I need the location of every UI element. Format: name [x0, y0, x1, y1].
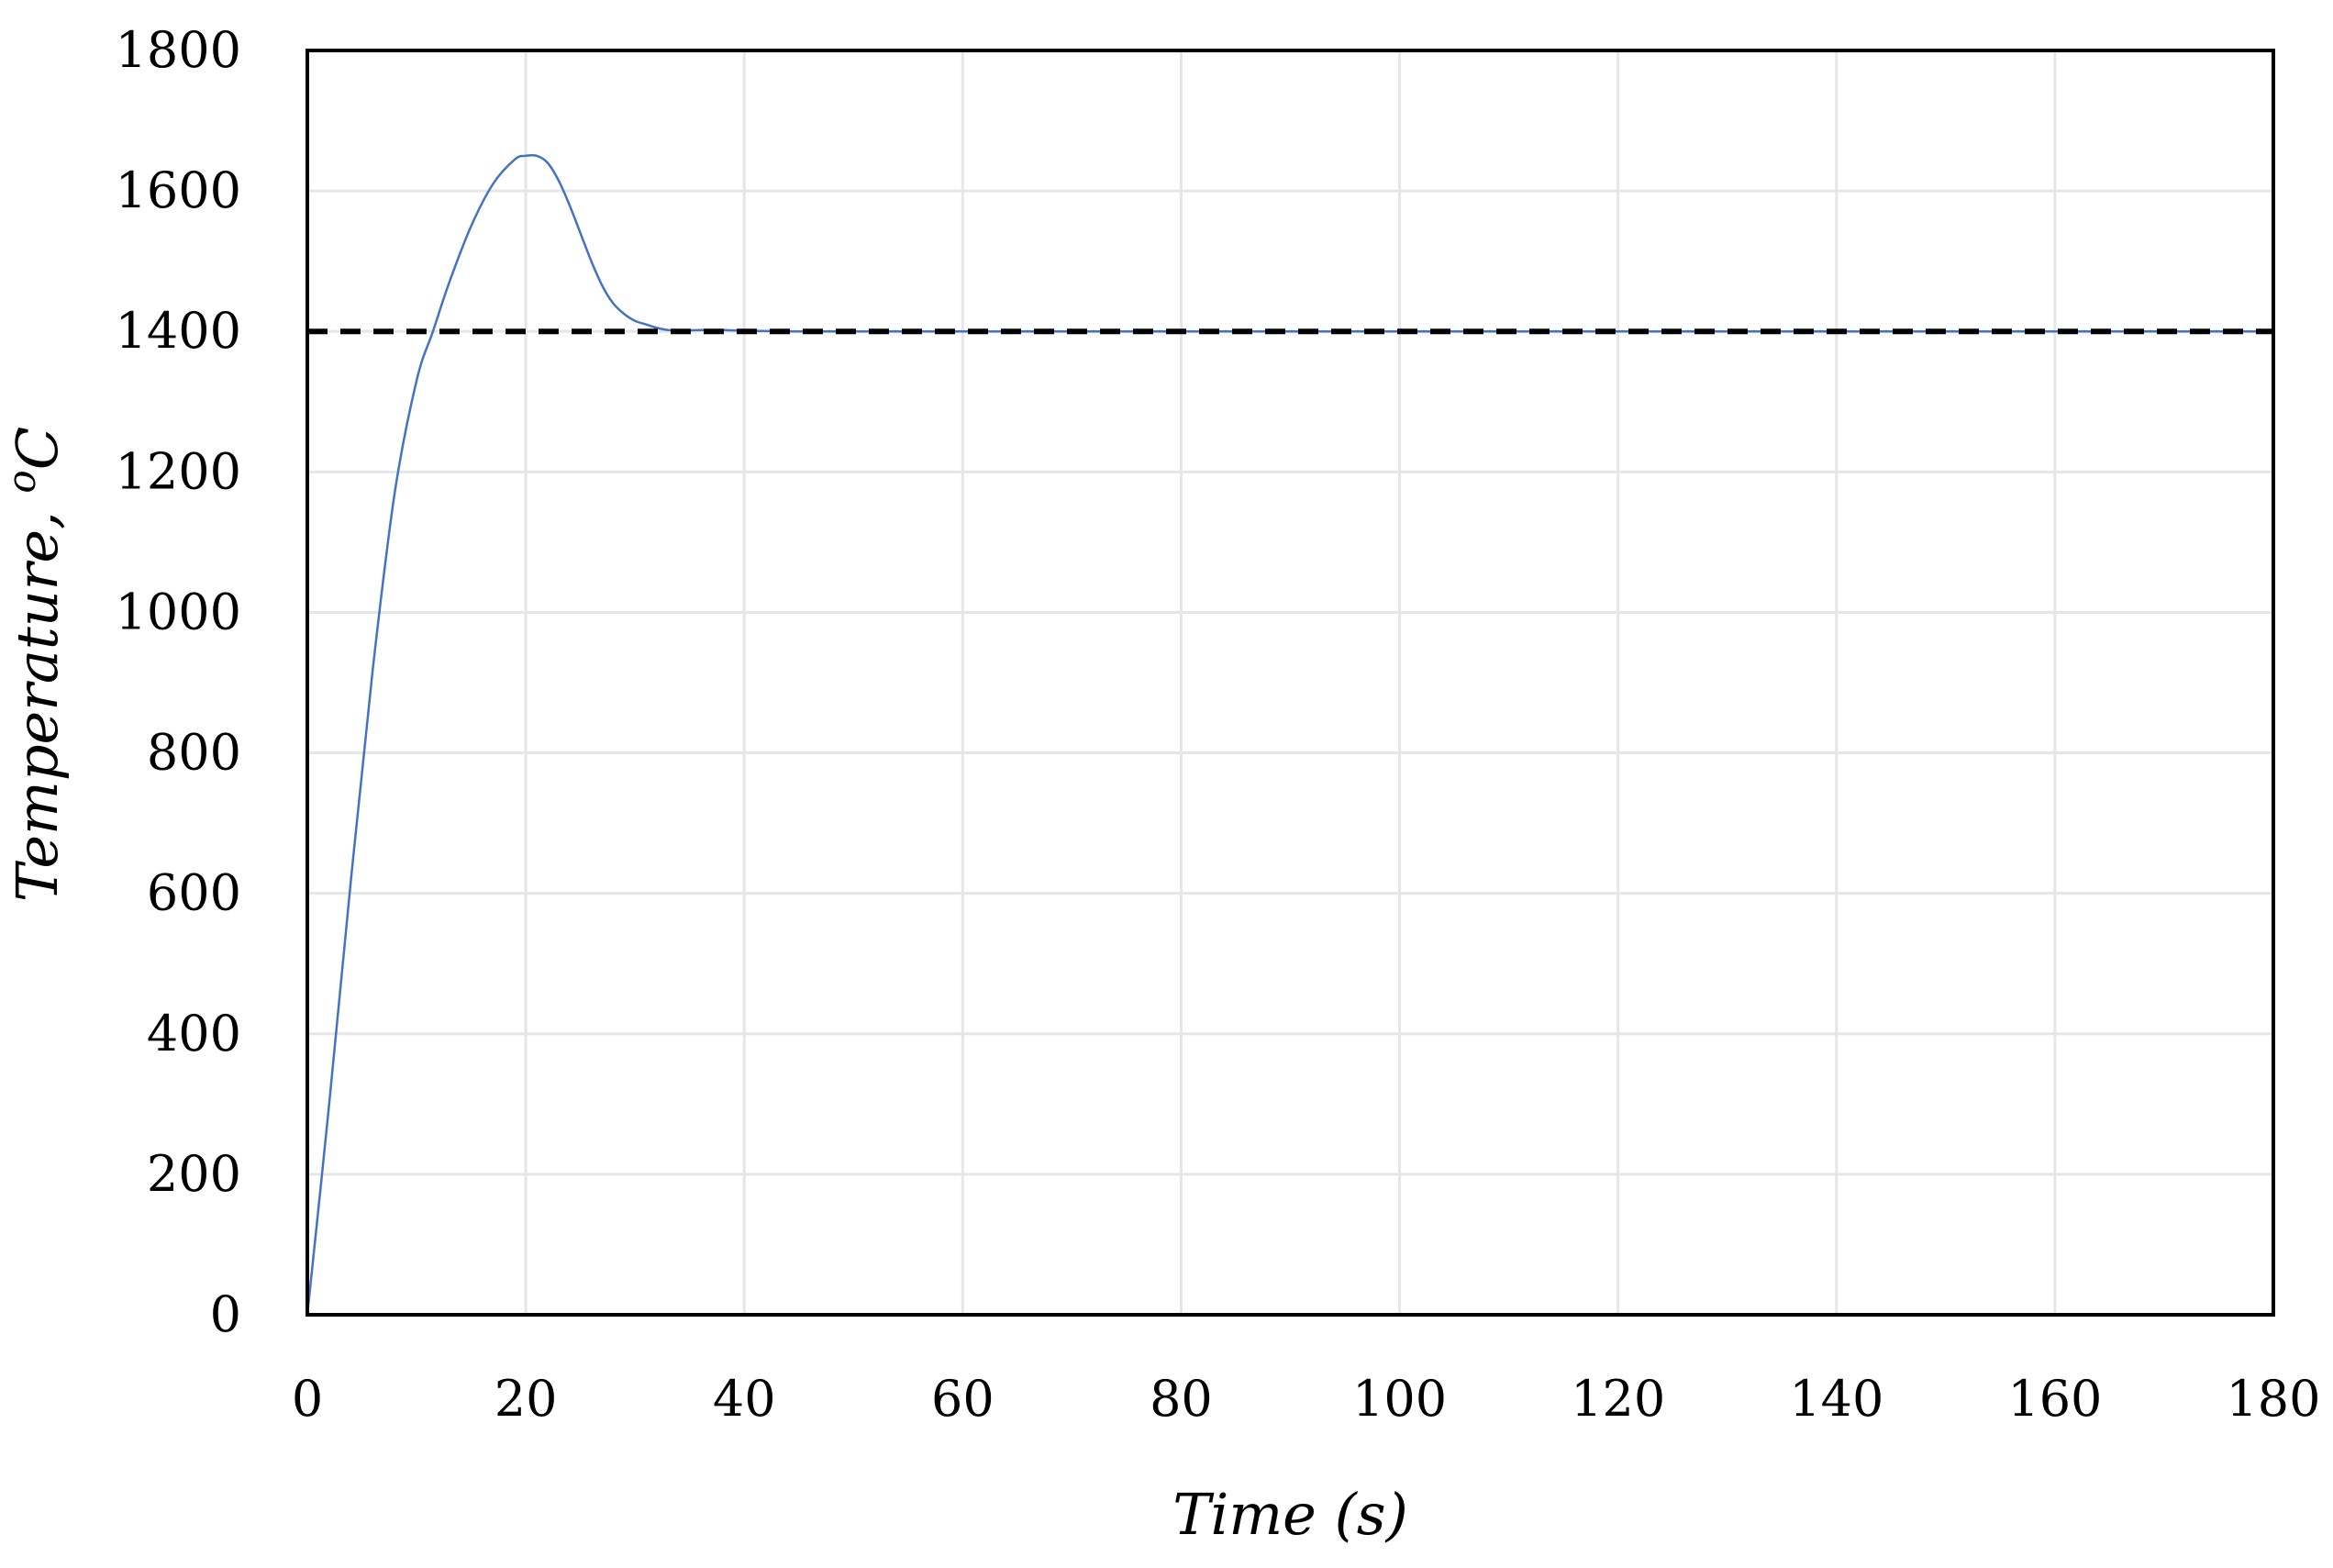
x-tick-label: 160 — [2007, 1370, 2102, 1428]
x-tick-label: 180 — [2226, 1370, 2320, 1428]
x-tick-label: 60 — [931, 1370, 994, 1428]
x-tick-label: 140 — [1789, 1370, 1883, 1428]
y-tick-label: 200 — [147, 1145, 241, 1203]
y-tick-label: 1800 — [116, 21, 241, 79]
y-tick-label: 1200 — [116, 442, 241, 500]
y-axis-ticks: 0 200 400 600 800 1000 1200 1400 1600 1800 — [116, 21, 241, 1343]
y-tick-label: 600 — [147, 864, 241, 922]
y-tick-label: 0 — [210, 1285, 241, 1343]
y-axis-title-superscript: o — [0, 470, 44, 493]
series-line-temperature — [306, 153, 2273, 1316]
x-tick-label: 80 — [1150, 1370, 1213, 1428]
x-axis-title: Time (s) — [1172, 1481, 1408, 1548]
y-tick-label: 800 — [147, 724, 241, 782]
x-tick-label: 20 — [494, 1370, 558, 1428]
grid — [306, 49, 2275, 1317]
plot-frame — [306, 49, 2275, 1317]
y-axis-title: Temperature, oC — [0, 427, 71, 902]
y-tick-label: 1600 — [116, 161, 241, 219]
x-tick-label: 120 — [1571, 1370, 1665, 1428]
x-tick-label: 100 — [1352, 1370, 1447, 1428]
x-axis-ticks: 0 20 40 60 80 100 120 140 160 180 — [292, 1370, 2321, 1428]
x-tick-label: 40 — [713, 1370, 776, 1428]
y-tick-label: 1000 — [116, 583, 241, 640]
series-layer — [306, 153, 2273, 1316]
x-tick-label: 0 — [292, 1370, 323, 1428]
y-axis-title-main: Temperature, — [4, 494, 71, 903]
y-tick-label: 1400 — [116, 302, 241, 360]
y-tick-label: 400 — [147, 1005, 241, 1062]
y-axis-title-unit: C — [4, 427, 71, 470]
